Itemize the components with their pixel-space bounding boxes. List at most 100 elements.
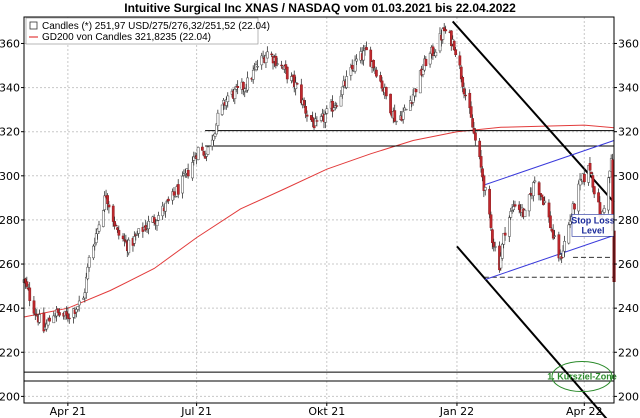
candle-body [452,40,456,51]
x-tick-label: Apr 22 [566,405,603,418]
downtrend-upper-line [451,20,615,203]
candle-body [213,133,217,137]
candle-body [52,315,56,324]
candle-body [478,140,482,157]
candle-body [341,86,344,95]
legend-label-1: GD200 von Candles 321,8235 (22.04) [42,32,211,43]
plot-frame [23,16,615,404]
candle-body [384,87,388,97]
candle-body [101,210,105,227]
candle-body [137,228,141,234]
candle-body [38,314,42,323]
candle-body [547,202,551,218]
candle-body [513,204,517,207]
candle-body [220,104,224,115]
candle-body [401,111,405,120]
candle-body [270,53,274,56]
y-tick-label-right: 220 [618,346,639,359]
legend-swatch-candles [29,21,38,30]
candle-body [186,169,190,177]
candle-body [350,65,354,70]
candle-body [458,55,462,66]
candle-body [444,29,448,32]
candle-body [294,82,298,90]
candle-body [404,108,408,111]
candle-body [28,287,32,301]
y-tick-label: 340 [0,82,20,95]
candle-body [123,239,126,241]
candle-body [379,75,382,82]
candle-body [372,59,375,69]
y-tick-label-right: 240 [618,302,639,315]
candle-body [302,100,306,106]
candle-body [77,300,81,306]
x-tick-label: Apr 21 [50,405,87,418]
candle-body [393,110,397,122]
candle-body [527,194,531,212]
candle-body [533,180,537,183]
candle-body [48,317,51,322]
y-tick-label-right: 320 [618,126,639,139]
candle-body [46,319,50,326]
gd200-line [23,124,615,318]
kursziel-label-ellipse [551,361,613,393]
candle-body [537,182,541,196]
stop-loss-label-line-1: Level [581,225,604,235]
candle-body [590,171,593,175]
y-tick-label: 300 [0,170,20,183]
candle-body [157,215,160,221]
candle-body [471,118,474,128]
candle-body [305,114,309,117]
candle-body [280,64,283,67]
candle-body [563,241,566,252]
candle-body [365,47,368,51]
candle-body [483,187,487,191]
candle-body [362,50,366,61]
candle-body [152,217,156,223]
legend-box [25,17,259,45]
y-tick-label: 260 [0,258,20,271]
candle-body [192,156,196,161]
candle-body [428,52,432,65]
candle-body [176,184,180,195]
candle-body [332,107,336,111]
y-tick-label-right: 260 [618,258,639,271]
candle-body [319,116,323,121]
candle-body [315,120,319,122]
candle-body [607,177,610,211]
candle-body [206,146,210,155]
candle-body [409,100,412,111]
candle-body [155,220,159,226]
candle-body [135,234,139,236]
candle-body [121,235,125,240]
candle-body [592,186,596,195]
downtrend-lower-line [456,245,608,418]
y-tick-label: 320 [0,126,20,139]
channel-upper-line [485,140,615,186]
x-tick-label: Jul 21 [180,405,212,418]
y-tick-label-right: 300 [618,170,639,183]
candle-body [424,58,428,67]
candle-body [551,230,555,239]
candle-body [133,236,136,244]
candle-body [304,106,308,114]
y-tick-label: 220 [0,346,20,359]
candle-body [602,208,606,213]
candle-body [300,84,303,104]
legend: Candles (*) 251,97 USD/275/276,32/251,52… [25,17,270,45]
horizontal-levels [24,130,614,382]
candle-body [216,112,220,126]
candle-body [577,183,581,212]
candle-body [181,175,184,194]
candle-body [418,70,422,94]
candle-body [461,76,465,87]
y-tick-label: 360 [0,37,20,50]
candle-body [503,232,507,236]
candle-body [86,266,90,280]
candle-body [459,66,463,80]
candle-body [147,220,150,230]
candle-body [202,151,206,156]
candle-body [339,95,343,107]
candle-body [76,306,80,310]
